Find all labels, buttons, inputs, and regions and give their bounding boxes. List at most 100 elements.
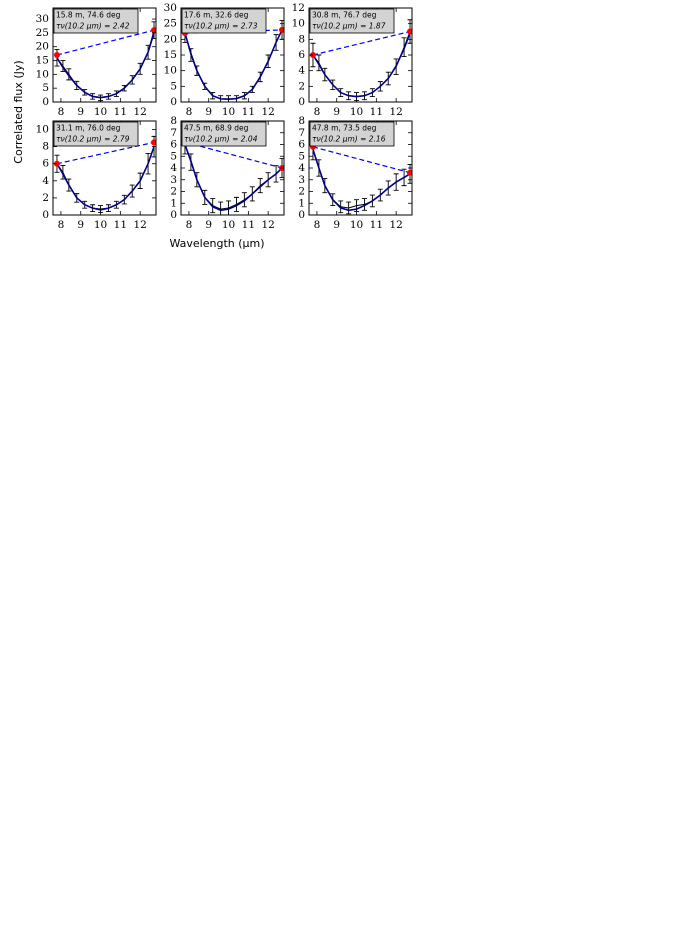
observed-line (184, 144, 283, 210)
x-tick-label: 11 (242, 106, 255, 118)
y-tick-label: 2 (42, 192, 49, 204)
y-tick-label: 5 (298, 150, 305, 162)
y-tick-label: 0 (42, 96, 49, 108)
y-tick-label: 7 (298, 127, 305, 139)
continuum-point (279, 26, 284, 33)
x-tick-label: 9 (77, 106, 84, 118)
annotation-box (309, 121, 395, 147)
observed-line (312, 150, 411, 209)
annotation-tau: τν(10.2 μm) = 2.73 (184, 22, 258, 31)
y-tick-label: 8 (170, 115, 177, 127)
y-axis-label: Correlated flux (Jy) (12, 60, 25, 163)
plot-area (53, 135, 156, 213)
x-tick-label: 11 (370, 219, 383, 231)
annotation-box (181, 8, 267, 34)
x-tick-label: 12 (389, 219, 402, 231)
x-tick-label: 12 (133, 219, 146, 231)
model-line (56, 146, 155, 211)
annotation-baseline: 47.5 m, 68.9 deg (184, 124, 249, 133)
y-tick-label: 0 (170, 209, 177, 221)
continuum-line (184, 141, 283, 169)
x-tick-label: 9 (333, 106, 340, 118)
y-tick-label: 25 (164, 18, 177, 30)
observed-line (56, 29, 155, 99)
x-tick-label: 10 (222, 106, 235, 118)
y-tick-label: 8 (298, 33, 305, 45)
x-tick-label: 8 (58, 106, 65, 118)
y-tick-label: 20 (36, 41, 49, 53)
y-tick-label: 3 (298, 174, 305, 186)
annotation-baseline: 30.8 m, 76.7 deg (312, 11, 377, 20)
x-tick-label: 12 (261, 106, 274, 118)
plot-area (53, 21, 156, 102)
annotation-box (181, 121, 267, 147)
y-tick-label: 10 (36, 68, 49, 80)
x-tick-label: 8 (58, 219, 65, 231)
x-tick-label: 12 (133, 106, 146, 118)
y-tick-label: 6 (170, 139, 177, 151)
y-tick-label: 10 (164, 65, 177, 77)
y-tick-label: 7 (170, 127, 177, 139)
continuum-line (56, 29, 155, 56)
x-tick-label: 9 (205, 219, 212, 231)
annotation-baseline: 15.8 m, 74.6 deg (56, 11, 121, 20)
y-tick-label: 5 (170, 80, 177, 92)
x-tick-label: 9 (205, 106, 212, 118)
y-tick-label: 4 (170, 162, 177, 174)
observed-line (56, 146, 155, 210)
plot-frame (308, 120, 413, 216)
x-tick-label: 8 (186, 106, 193, 118)
continuum-line (312, 146, 411, 174)
panel: 8 9 10 11 12 0 5 10 15 20 25 30 17.6 m, 32.6 deg τν(1… (164, 2, 285, 118)
continuum-point (407, 169, 412, 176)
x-tick-label: 9 (77, 219, 84, 231)
y-tick-label: 2 (298, 186, 305, 198)
y-tick-label: 5 (42, 82, 49, 94)
annotation-tau: τν(10.2 μm) = 2.79 (56, 135, 130, 144)
x-tick-label: 9 (333, 219, 340, 231)
y-tick-label: 6 (42, 158, 49, 170)
y-tick-label: 0 (298, 96, 305, 108)
model-line (312, 148, 411, 212)
y-tick-label: 1 (170, 197, 177, 209)
y-tick-label: 4 (298, 162, 305, 174)
y-tick-label: 0 (42, 209, 49, 221)
annotation-tau: τν(10.2 μm) = 2.04 (184, 135, 258, 144)
y-tick-label: 6 (298, 139, 305, 151)
model-line (184, 29, 283, 100)
x-tick-label: 10 (94, 106, 107, 118)
model-line (312, 32, 411, 98)
plot-area (309, 19, 412, 101)
x-tick-label: 12 (261, 219, 274, 231)
y-tick-label: 4 (42, 175, 49, 187)
annotation-box (53, 121, 139, 147)
y-tick-label: 25 (36, 27, 49, 39)
plot-frame (180, 7, 285, 103)
plot-frame (52, 7, 157, 103)
y-tick-label: 15 (164, 49, 177, 61)
annotation-baseline: 47.8 m, 73.5 deg (312, 124, 377, 133)
y-tick-label: 6 (298, 49, 305, 61)
y-tick-label: 20 (164, 33, 177, 45)
x-tick-label: 11 (242, 219, 255, 231)
y-tick-label: 2 (170, 186, 177, 198)
continuum-point (407, 28, 412, 35)
x-tick-label: 10 (94, 219, 107, 231)
plot-frame (180, 120, 285, 216)
continuum-point (151, 139, 156, 146)
continuum-line (312, 30, 411, 56)
x-tick-label: 11 (114, 106, 127, 118)
y-tick-label: 30 (36, 13, 49, 25)
x-tick-label: 12 (389, 106, 402, 118)
y-tick-label: 2 (298, 80, 305, 92)
continuum-point (53, 52, 60, 58)
x-tick-label: 10 (350, 219, 363, 231)
plot-area (309, 140, 412, 215)
x-tick-label: 8 (314, 219, 321, 231)
y-tick-label: 1 (298, 197, 305, 209)
x-tick-label: 8 (186, 219, 193, 231)
